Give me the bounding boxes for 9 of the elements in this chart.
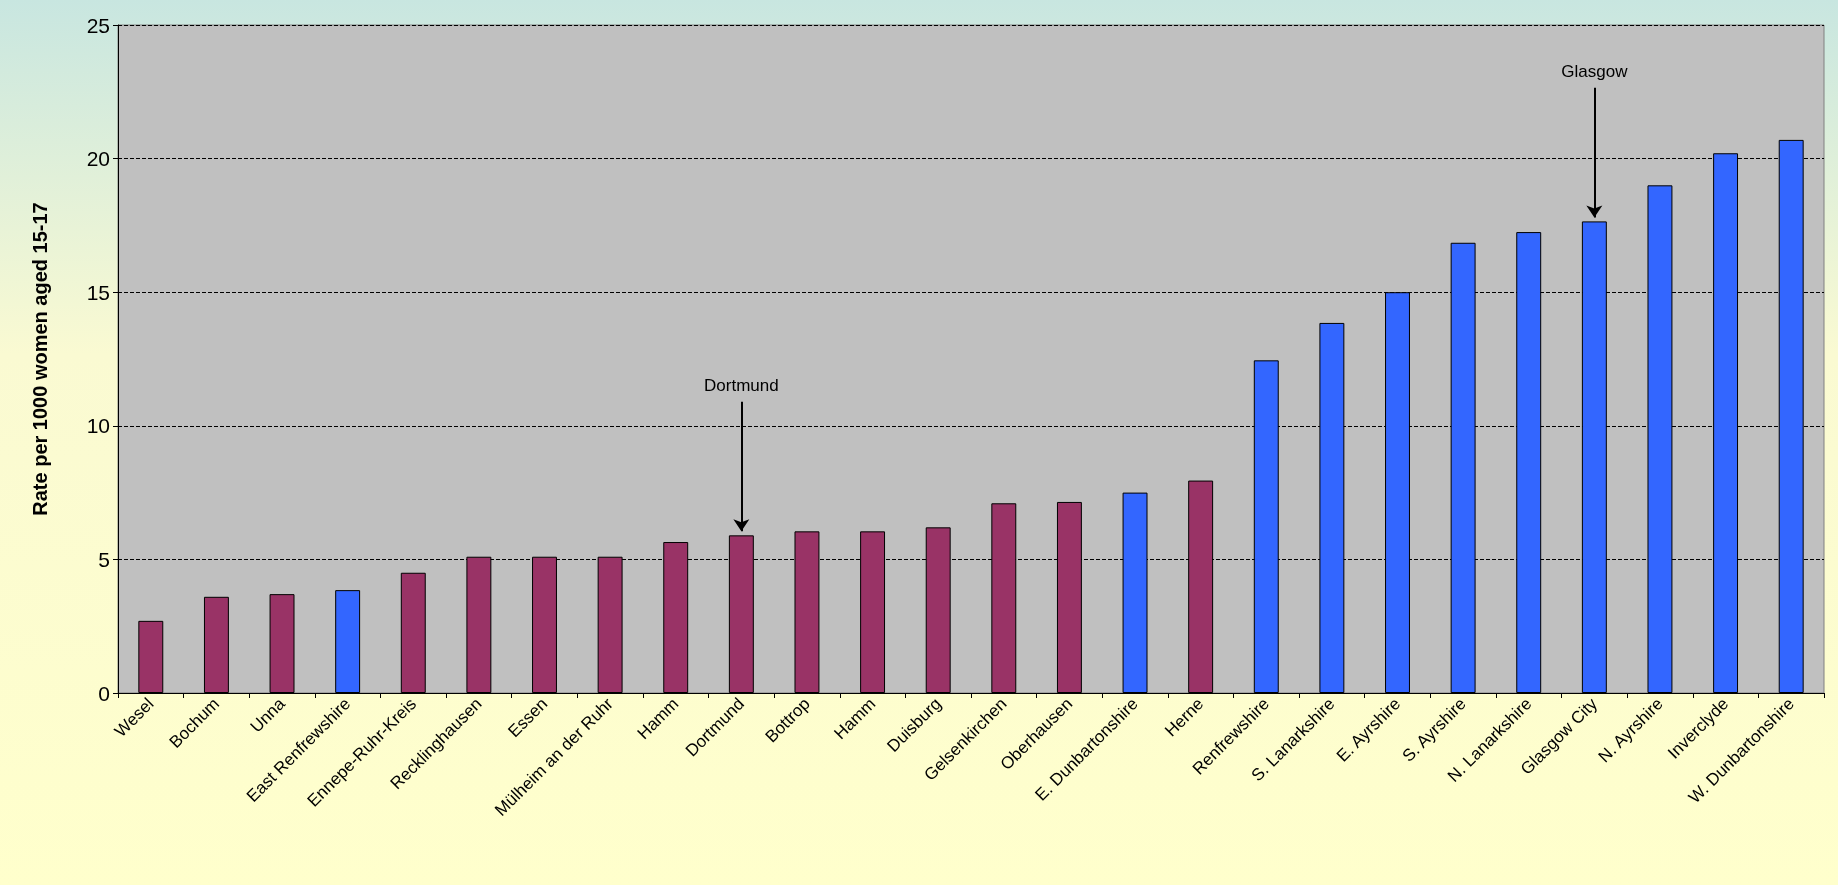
y-tick-label: 20: [86, 147, 110, 171]
y-tick-label: 10: [86, 414, 110, 438]
annotation: Dortmund: [704, 375, 779, 395]
y-axis-title: Rate per 1000 women aged 15-17: [29, 202, 51, 516]
y-tick-label: 5: [98, 547, 110, 571]
y-tick-label: 0: [98, 681, 110, 705]
y-tick-label: 15: [86, 280, 110, 304]
annotation: Glasgow: [1561, 61, 1629, 81]
y-tick-label: 25: [86, 13, 110, 37]
